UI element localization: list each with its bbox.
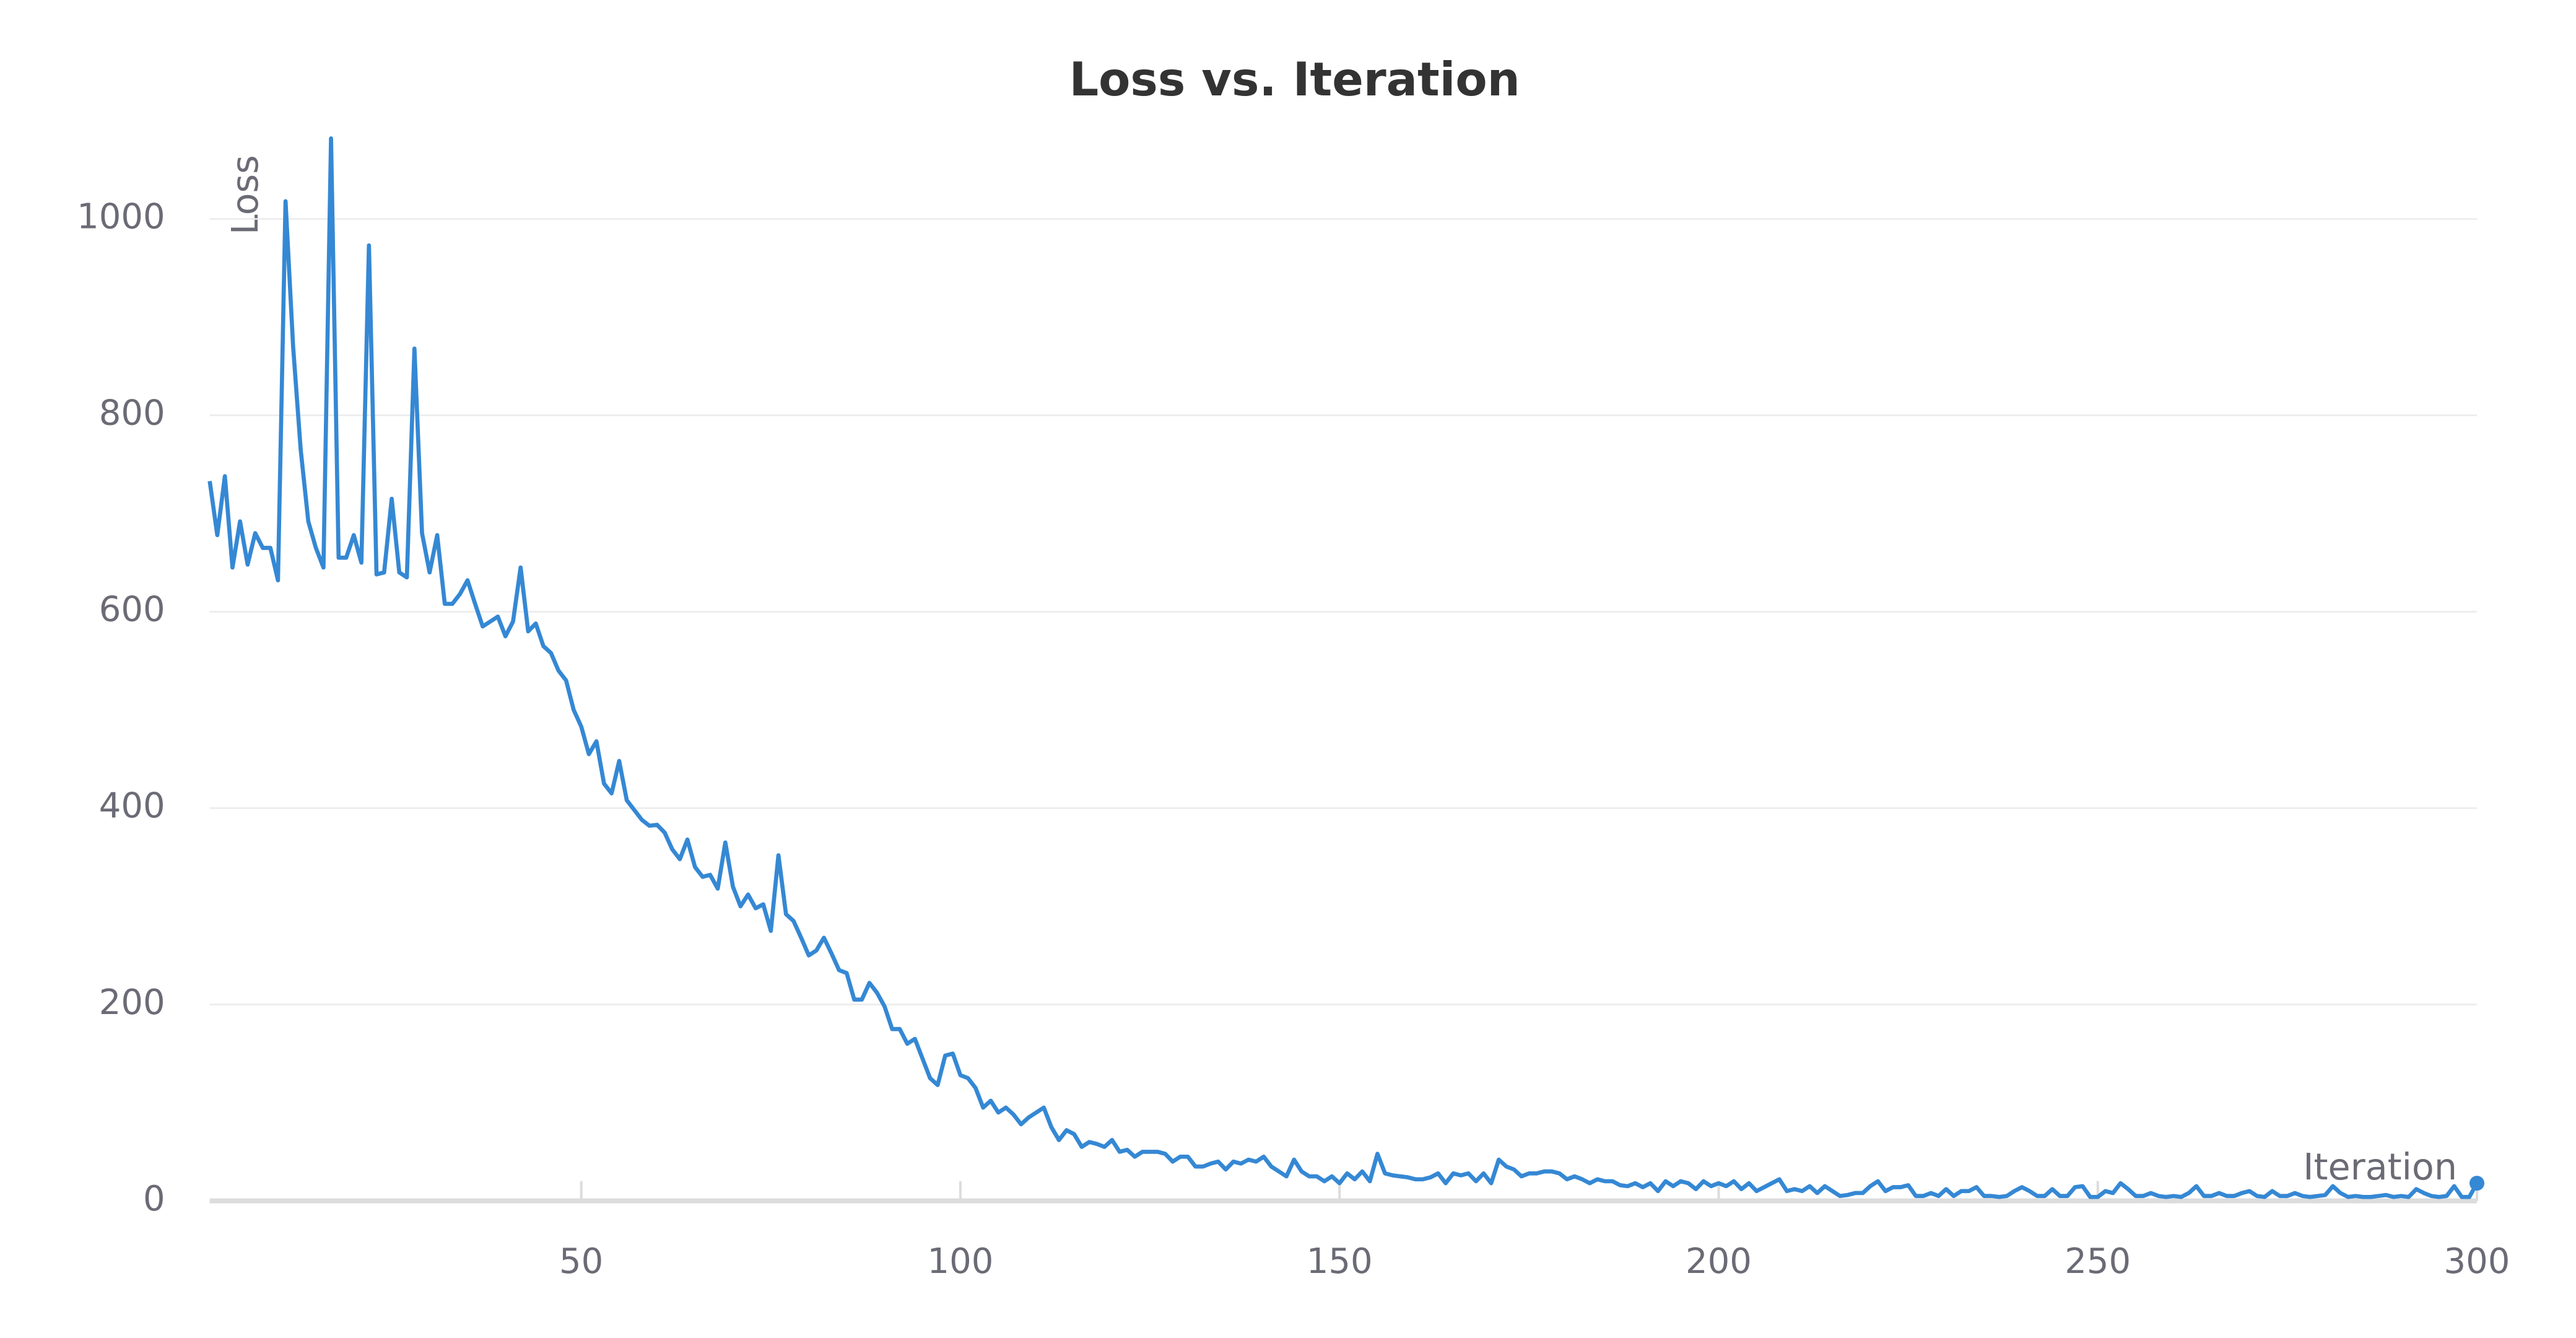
x-tick-label: 250 <box>2065 1241 2131 1282</box>
x-tick-label: 150 <box>1307 1241 1373 1282</box>
x-tick-label: 200 <box>1686 1241 1752 1282</box>
y-tick-label: 0 <box>143 1179 165 1219</box>
last-point <box>2469 1176 2484 1191</box>
x-tick-label: 100 <box>928 1241 994 1282</box>
y-tick-label: 1000 <box>77 197 165 237</box>
y-tick-label: 600 <box>99 590 165 630</box>
y-axis-label: Loss <box>224 155 266 235</box>
x-tick-label: 300 <box>2444 1241 2510 1282</box>
y-tick-label: 200 <box>99 982 165 1023</box>
x-axis-label: Iteration <box>2303 1146 2457 1188</box>
y-tick-label: 800 <box>99 393 165 434</box>
data-line <box>207 136 2479 1199</box>
chart-title: Loss vs. Iteration <box>1069 53 1520 107</box>
y-tick-label: 400 <box>99 786 165 826</box>
x-tick-label: 50 <box>559 1241 603 1282</box>
